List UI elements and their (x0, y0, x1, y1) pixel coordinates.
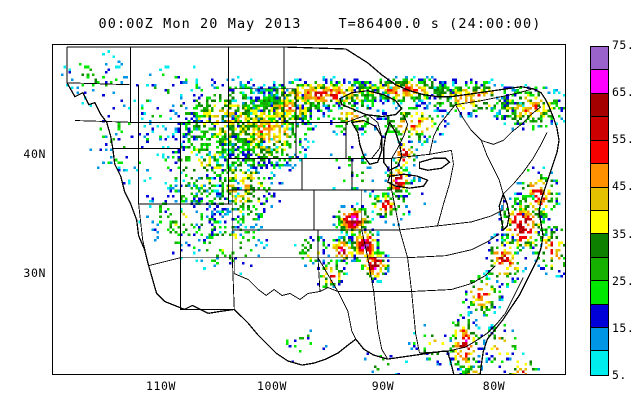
axis-label-lon-80w: 80W (482, 379, 506, 393)
colorbar-segment-60 (591, 117, 608, 141)
colorbar-segment-10 (591, 351, 608, 375)
colorbar-segment-40 (591, 210, 608, 235)
axis-label-lon-100w: 100W (256, 379, 288, 393)
reflectivity-colorbar[interactable] (590, 46, 609, 376)
colorbar-label-5: 5. (612, 368, 627, 382)
colorbar-label-55: 55. (612, 132, 635, 147)
colorbar-segment-35 (591, 234, 608, 258)
colorbar-label-15: 15. (612, 320, 635, 335)
colorbar-segment-70 (591, 70, 608, 94)
colorbar-segment-20 (591, 304, 608, 329)
page-title: 00:00Z Mon 20 May 2013 T=86400.0 s (24:0… (98, 16, 542, 32)
map-plot-area[interactable] (52, 44, 566, 375)
colorbar-segment-75 (591, 47, 608, 71)
colorbar-segment-50 (591, 164, 608, 188)
colorbar-segment-30 (591, 257, 608, 282)
colorbar-label-35: 35. (612, 226, 635, 241)
colorbar-label-65: 65. (612, 85, 635, 100)
axis-label-lon-110w: 110W (145, 379, 177, 393)
colorbar-segment-45 (591, 187, 608, 211)
colorbar-label-25: 25. (612, 273, 635, 288)
radar-reflectivity-layer (53, 45, 565, 374)
colorbar-label-75: 75. (612, 38, 635, 52)
colorbar-segment-25 (591, 281, 608, 305)
axis-label-lon-90w: 90W (371, 379, 395, 393)
colorbar-segment-55 (591, 140, 608, 165)
colorbar-label-45: 45. (612, 179, 635, 194)
axis-label-lat-30n: 30N (23, 266, 46, 280)
colorbar-segment-15 (591, 328, 608, 352)
colorbar-segment-65 (591, 93, 608, 118)
axis-label-lat-40n: 40N (23, 147, 46, 161)
